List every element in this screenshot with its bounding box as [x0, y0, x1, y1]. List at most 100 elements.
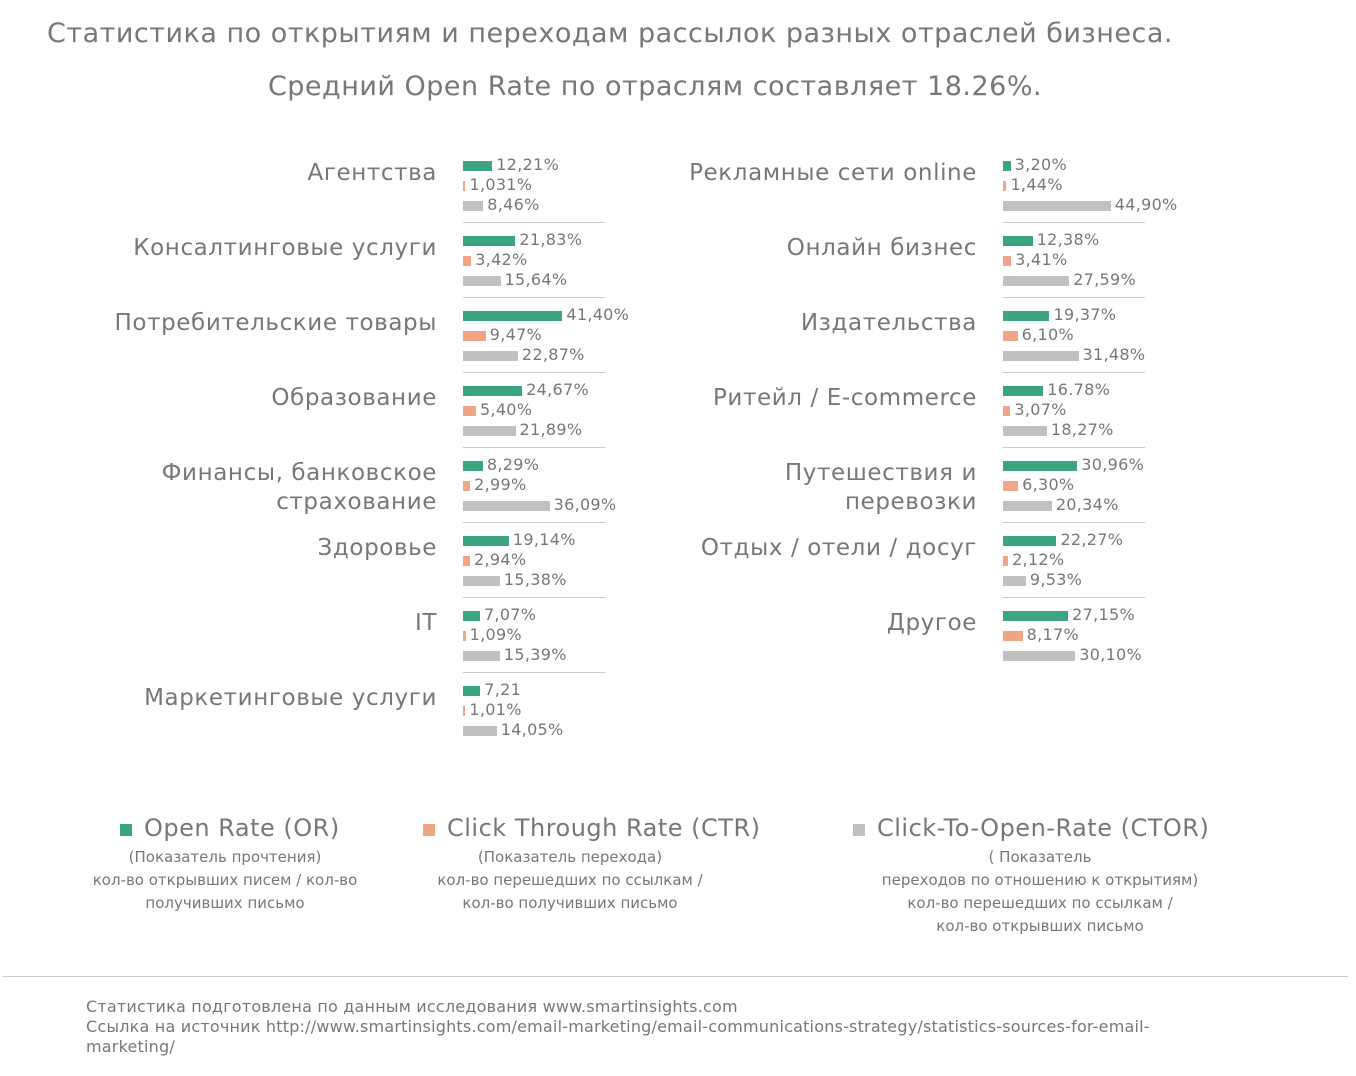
value-label: 41,40%: [566, 305, 630, 324]
category-label: Другое: [886, 610, 977, 636]
legend-description: получивших письмо: [145, 894, 305, 912]
bar: [463, 651, 500, 661]
category-label: Образование: [271, 385, 437, 411]
category-label: Потребительские товары: [114, 310, 437, 336]
group-divider: [463, 447, 605, 448]
legend-label: Click Through Rate (CTR): [447, 814, 761, 842]
bar: [463, 501, 550, 511]
group-divider: [463, 297, 605, 298]
value-label: 6,30%: [1022, 475, 1075, 494]
value-label: 8,46%: [487, 195, 540, 214]
source-note: Статистика подготовлена по данным исслед…: [86, 997, 738, 1016]
value-label: 44,90%: [1114, 195, 1178, 214]
category-label: Ритейл / E-commerce: [712, 385, 977, 411]
group-divider: [463, 597, 605, 598]
value-label: 22,87%: [521, 345, 585, 364]
legend-marker: [120, 824, 132, 836]
value-label: 22,27%: [1060, 530, 1124, 549]
bar: [1003, 331, 1018, 341]
category-label: Консалтинговые услуги: [133, 235, 437, 261]
source-note: marketing/: [86, 1037, 175, 1056]
value-label: 2,94%: [474, 550, 527, 569]
value-label: 27,59%: [1073, 270, 1137, 289]
value-label: 5,40%: [479, 400, 533, 419]
value-label: 19,37%: [1053, 305, 1117, 324]
value-label: 9,53%: [1029, 570, 1083, 589]
value-label: 30,96%: [1081, 455, 1145, 474]
bar: [1003, 351, 1079, 361]
value-label: 21,89%: [519, 420, 583, 439]
value-label: 8,29%: [486, 455, 540, 474]
bar: [463, 686, 481, 696]
legend-marker: [423, 824, 435, 836]
bar: [1003, 576, 1026, 586]
value-label: 1,01%: [469, 700, 522, 719]
group-divider: [463, 372, 605, 373]
value-label: 7,07%: [483, 605, 537, 624]
legend-label: Click-To-Open-Rate (CTOR): [877, 814, 1210, 842]
bar: [1003, 611, 1069, 621]
bar: [463, 426, 516, 436]
bar: [1003, 276, 1070, 286]
value-label: 9,47%: [489, 325, 543, 344]
category-label: Путешествия и перевозки: [784, 460, 977, 515]
value-label: 18,27%: [1050, 420, 1114, 439]
category-label: Отдых / отели / досуг: [700, 535, 977, 561]
value-label: 27,15%: [1072, 605, 1135, 624]
footer-divider: [3, 976, 1348, 977]
group-divider: [1003, 447, 1145, 448]
bar: [463, 386, 523, 396]
group-divider: [463, 222, 605, 223]
value-label: 14,05%: [500, 720, 564, 739]
bar: [1003, 181, 1007, 191]
bar: [1003, 556, 1009, 566]
group-divider: [1003, 297, 1145, 298]
bar: [463, 256, 472, 266]
bar: [1003, 536, 1057, 546]
chart-title: Статистика по открытиям и переходам расс…: [47, 18, 1173, 49]
category-label: Рекламные сети online: [689, 160, 977, 186]
bar: [1003, 426, 1047, 436]
bar: [1003, 481, 1019, 491]
value-label: 1,09%: [469, 625, 522, 644]
value-label: 1,44%: [1010, 175, 1063, 194]
bar: [463, 311, 563, 321]
value-label: 15,38%: [503, 570, 567, 589]
value-label: 19,14%: [512, 530, 576, 549]
bar: [1003, 631, 1023, 641]
bar: [1003, 256, 1012, 266]
legend-description: (Показатель прочтения): [128, 848, 322, 866]
bar: [1003, 201, 1111, 211]
legend-description: кол-во перешедших по ссылкам /: [437, 871, 703, 889]
bar: [463, 236, 516, 246]
bar: [463, 331, 486, 341]
bar: [1003, 651, 1076, 661]
group-divider: [1003, 222, 1145, 223]
bar: [463, 351, 518, 361]
bar: [463, 161, 493, 171]
value-label: 15,39%: [503, 645, 567, 664]
bar: [1003, 461, 1078, 471]
category-label: Онлайн бизнес: [786, 235, 977, 261]
bar: [463, 556, 471, 566]
value-label: 15,64%: [504, 270, 568, 289]
group-divider: [463, 672, 605, 673]
value-label: 21,83%: [519, 230, 583, 249]
value-label: 7,21: [484, 680, 522, 699]
group-divider: [1003, 522, 1145, 523]
category-label: IT: [414, 610, 437, 636]
bar: [1003, 386, 1044, 396]
bar: [463, 631, 466, 641]
legend-description: кол-во получивших письмо: [462, 894, 678, 912]
bar: [1003, 501, 1052, 511]
legend-description: ( Показатель: [988, 848, 1092, 866]
value-label: 3,20%: [1014, 155, 1067, 174]
bar: [463, 461, 483, 471]
legend-label: Open Rate (OR): [144, 814, 340, 842]
bar: [1003, 311, 1050, 321]
bar: [1003, 406, 1011, 416]
value-label: 12,38%: [1036, 230, 1100, 249]
value-label: 20,34%: [1055, 495, 1119, 514]
bar: [1003, 161, 1011, 171]
